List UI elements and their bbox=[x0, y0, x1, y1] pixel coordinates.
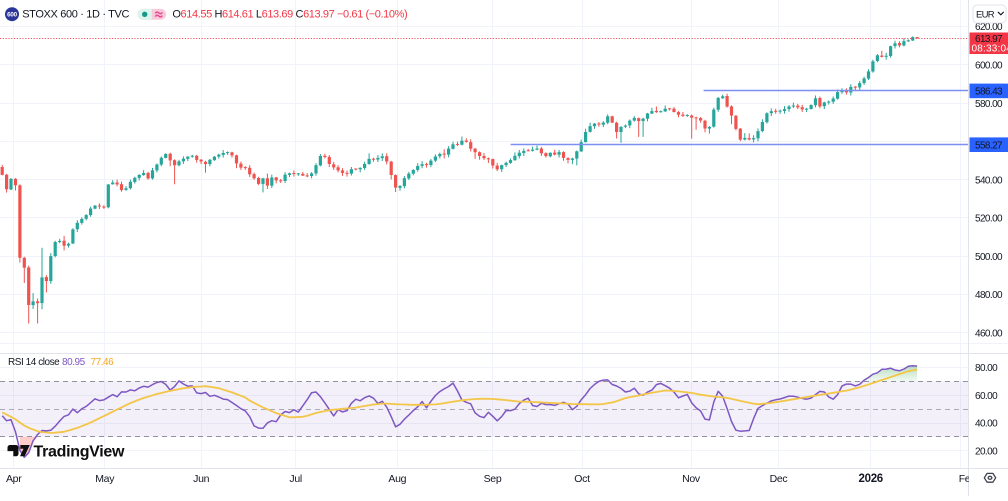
svg-text:500.00: 500.00 bbox=[975, 252, 1003, 263]
svg-text:600: 600 bbox=[7, 12, 17, 19]
svg-text:Dec: Dec bbox=[770, 473, 788, 485]
svg-text:600.00: 600.00 bbox=[975, 61, 1003, 72]
svg-text:520.00: 520.00 bbox=[975, 214, 1003, 225]
svg-text:May: May bbox=[95, 473, 115, 485]
svg-text:586.43: 586.43 bbox=[975, 87, 1003, 98]
svg-text:RSI 14 close: RSI 14 close bbox=[8, 357, 60, 368]
svg-text:Aug: Aug bbox=[388, 473, 406, 485]
svg-text:20.00: 20.00 bbox=[975, 446, 998, 457]
svg-text:Oct: Oct bbox=[574, 473, 590, 485]
svg-text:2026: 2026 bbox=[859, 473, 883, 485]
svg-text:08:33:04: 08:33:04 bbox=[972, 44, 1008, 55]
svg-text:580.00: 580.00 bbox=[975, 99, 1003, 110]
svg-text:Jul: Jul bbox=[289, 473, 302, 485]
svg-text:TradingView: TradingView bbox=[34, 443, 126, 460]
svg-text:EUR: EUR bbox=[976, 9, 995, 20]
svg-text:STOXX 600 · 1D · TVC: STOXX 600 · 1D · TVC bbox=[22, 8, 129, 20]
svg-text:60.00: 60.00 bbox=[975, 391, 998, 402]
svg-text:Jun: Jun bbox=[193, 473, 209, 485]
svg-text:460.00: 460.00 bbox=[975, 328, 1003, 339]
svg-text:O614.55 H614.61 L613.69 C613.9: O614.55 H614.61 L613.69 C613.97 −0.61 (−… bbox=[172, 8, 407, 20]
svg-text:620.00: 620.00 bbox=[975, 22, 1003, 33]
svg-text:Nov: Nov bbox=[682, 473, 701, 485]
svg-text:Sep: Sep bbox=[484, 473, 502, 485]
svg-text:558.27: 558.27 bbox=[975, 140, 1003, 151]
svg-text:Apr: Apr bbox=[6, 473, 22, 485]
svg-text:540.00: 540.00 bbox=[975, 175, 1003, 186]
svg-text:80.95: 80.95 bbox=[62, 357, 86, 368]
svg-text:40.00: 40.00 bbox=[975, 419, 998, 430]
svg-text:77.46: 77.46 bbox=[91, 357, 115, 368]
svg-text:480.00: 480.00 bbox=[975, 290, 1003, 301]
svg-text:80.00: 80.00 bbox=[975, 363, 998, 374]
